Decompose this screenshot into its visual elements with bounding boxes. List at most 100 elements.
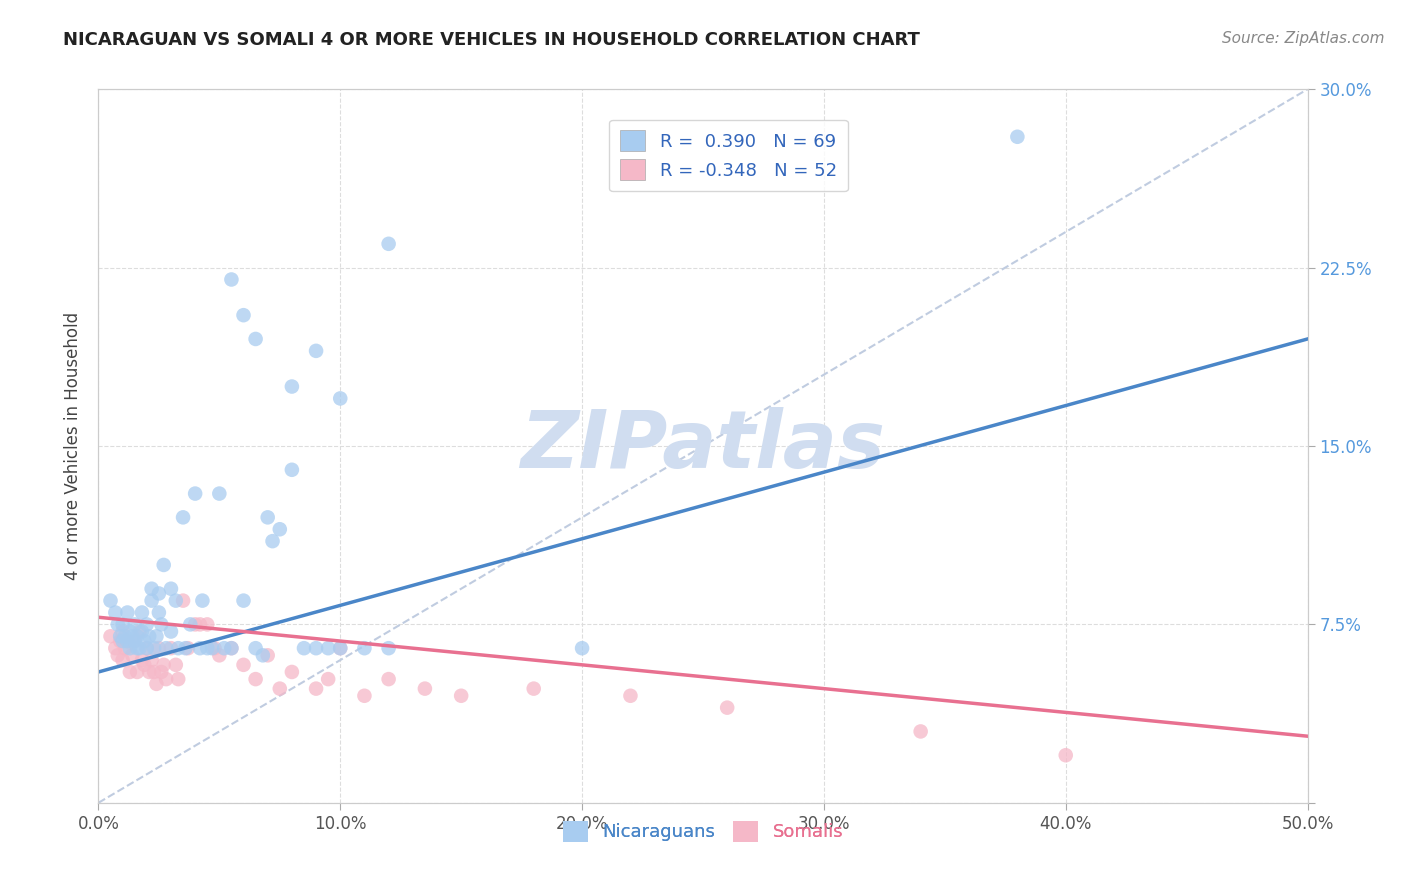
Point — [107, 617, 129, 632]
Point — [353, 689, 375, 703]
Point — [141, 582, 163, 596]
Point — [204, 641, 226, 656]
Point — [134, 657, 156, 672]
Point — [150, 665, 173, 679]
Point — [179, 617, 201, 632]
Point — [150, 617, 173, 632]
Point — [172, 510, 194, 524]
Point — [167, 641, 190, 656]
Point — [118, 624, 141, 639]
Point — [256, 648, 278, 663]
Point — [329, 641, 352, 656]
Point — [269, 681, 291, 696]
Point — [135, 641, 157, 656]
Point — [117, 634, 139, 648]
Point — [716, 700, 738, 714]
Point — [281, 379, 304, 393]
Point — [221, 641, 243, 656]
Point — [117, 634, 139, 648]
Point — [188, 617, 211, 632]
Point — [141, 593, 163, 607]
Text: Source: ZipAtlas.com: Source: ZipAtlas.com — [1222, 31, 1385, 46]
Point — [252, 648, 274, 663]
Point — [212, 641, 235, 656]
Point — [104, 606, 127, 620]
Point — [131, 653, 153, 667]
Point — [100, 593, 122, 607]
Point — [160, 641, 183, 656]
Point — [305, 681, 328, 696]
Point — [232, 657, 254, 672]
Point — [281, 665, 304, 679]
Point — [165, 593, 187, 607]
Point — [523, 681, 546, 696]
Point — [232, 308, 254, 322]
Y-axis label: 4 or more Vehicles in Household: 4 or more Vehicles in Household — [65, 312, 83, 580]
Point — [316, 641, 339, 656]
Point — [910, 724, 932, 739]
Point — [245, 332, 267, 346]
Point — [155, 641, 177, 656]
Point — [108, 629, 131, 643]
Legend: Nicaraguans, Somalis: Nicaraguans, Somalis — [554, 812, 852, 851]
Point — [152, 657, 174, 672]
Point — [256, 510, 278, 524]
Point — [143, 665, 166, 679]
Point — [152, 558, 174, 572]
Point — [571, 641, 593, 656]
Point — [128, 641, 150, 656]
Text: ZIPatlas: ZIPatlas — [520, 407, 886, 485]
Point — [221, 272, 243, 286]
Point — [117, 606, 139, 620]
Point — [450, 689, 472, 703]
Point — [121, 648, 143, 663]
Point — [148, 606, 170, 620]
Point — [195, 617, 218, 632]
Point — [160, 624, 183, 639]
Point — [1054, 748, 1077, 763]
Point — [107, 648, 129, 663]
Point — [232, 593, 254, 607]
Point — [208, 486, 231, 500]
Point — [377, 236, 399, 251]
Point — [329, 641, 352, 656]
Point — [201, 641, 224, 656]
Point — [124, 634, 146, 648]
Point — [305, 641, 328, 656]
Point — [108, 634, 131, 648]
Point — [245, 672, 267, 686]
Point — [135, 617, 157, 632]
Point — [121, 629, 143, 643]
Point — [353, 641, 375, 656]
Point — [221, 641, 243, 656]
Point — [1007, 129, 1029, 144]
Point — [148, 641, 170, 656]
Point — [305, 343, 328, 358]
Point — [245, 641, 267, 656]
Point — [111, 634, 134, 648]
Point — [148, 586, 170, 600]
Point — [111, 617, 134, 632]
Point — [377, 641, 399, 656]
Point — [124, 634, 146, 648]
Point — [141, 653, 163, 667]
Point — [184, 617, 207, 632]
Point — [413, 681, 436, 696]
Point — [281, 463, 304, 477]
Point — [191, 593, 214, 607]
Point — [138, 665, 160, 679]
Point — [172, 593, 194, 607]
Point — [118, 665, 141, 679]
Point — [114, 629, 136, 643]
Point — [134, 634, 156, 648]
Point — [177, 641, 200, 656]
Point — [188, 641, 211, 656]
Point — [195, 641, 218, 656]
Point — [118, 641, 141, 656]
Point — [316, 672, 339, 686]
Point — [262, 534, 284, 549]
Point — [131, 606, 153, 620]
Point — [111, 653, 134, 667]
Point — [128, 624, 150, 639]
Point — [124, 617, 146, 632]
